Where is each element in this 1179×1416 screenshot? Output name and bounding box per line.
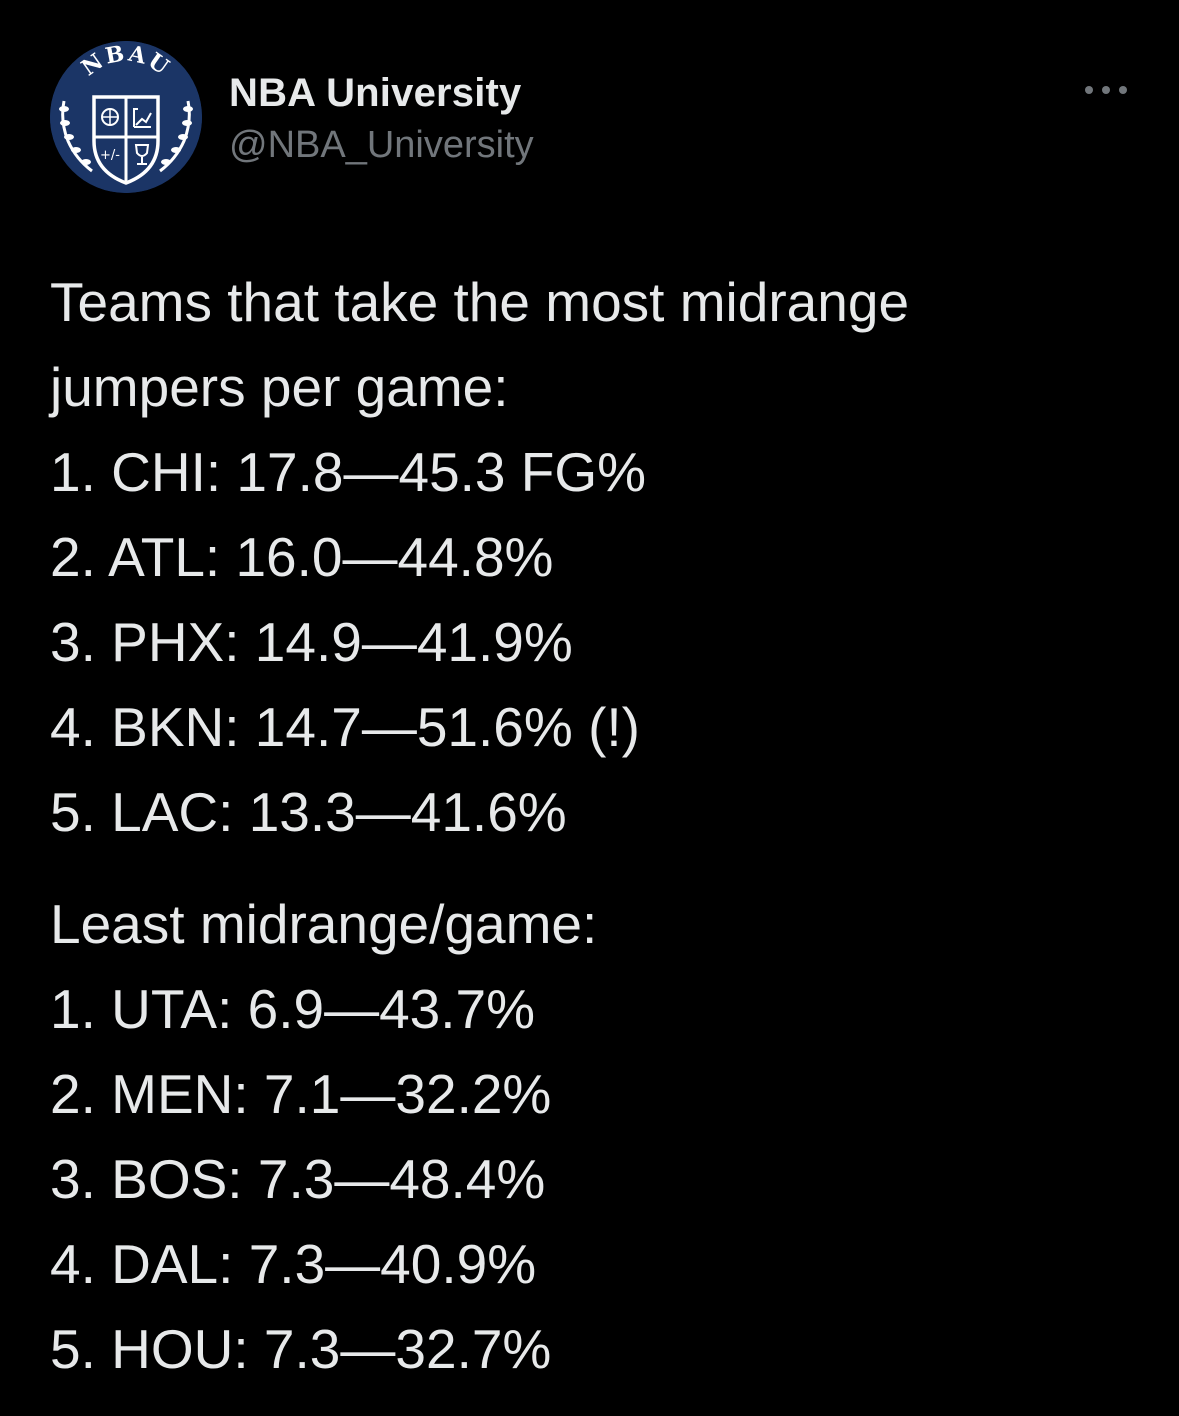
more-dots-icon [1085, 86, 1127, 94]
most-list-item: 4. BKN: 14.7—51.6% (!) [50, 696, 640, 758]
tweet-intro-line: Teams that take the most midrange [50, 271, 910, 333]
paragraph-gap [50, 855, 1140, 882]
least-list-item: 5. HOU: 7.3—32.7% [50, 1318, 552, 1380]
least-list-item: 3. BOS: 7.3—48.4% [50, 1148, 546, 1210]
more-options-button[interactable] [1076, 70, 1136, 110]
display-name[interactable]: NBA University [229, 71, 522, 115]
tweet-intro-line: jumpers per game: [50, 356, 509, 418]
most-list-item: 2. ATL: 16.0—44.8% [50, 526, 554, 588]
least-list-item: 2. MEN: 7.1—32.2% [50, 1063, 552, 1125]
least-list-item: 1. UTA: 6.9—43.7% [50, 978, 536, 1040]
avatar[interactable]: NBAU [50, 41, 202, 193]
least-heading: Least midrange/game: [50, 893, 598, 955]
least-list-item: 4. DAL: 7.3—40.9% [50, 1233, 537, 1295]
nba-university-crest-icon: NBAU [50, 41, 202, 193]
most-list-item: 1. CHI: 17.8—45.3 FG% [50, 441, 647, 503]
user-handle[interactable]: @NBA_University [229, 124, 534, 166]
most-list-item: 5. LAC: 13.3—41.6% [50, 781, 567, 843]
tweet-text: Teams that take the most midrange jumper… [50, 260, 1140, 1392]
svg-text:+/-: +/- [100, 148, 120, 163]
author-info: NBA University @NBA_University [229, 70, 534, 171]
most-list-item: 3. PHX: 14.9—41.9% [50, 611, 573, 673]
